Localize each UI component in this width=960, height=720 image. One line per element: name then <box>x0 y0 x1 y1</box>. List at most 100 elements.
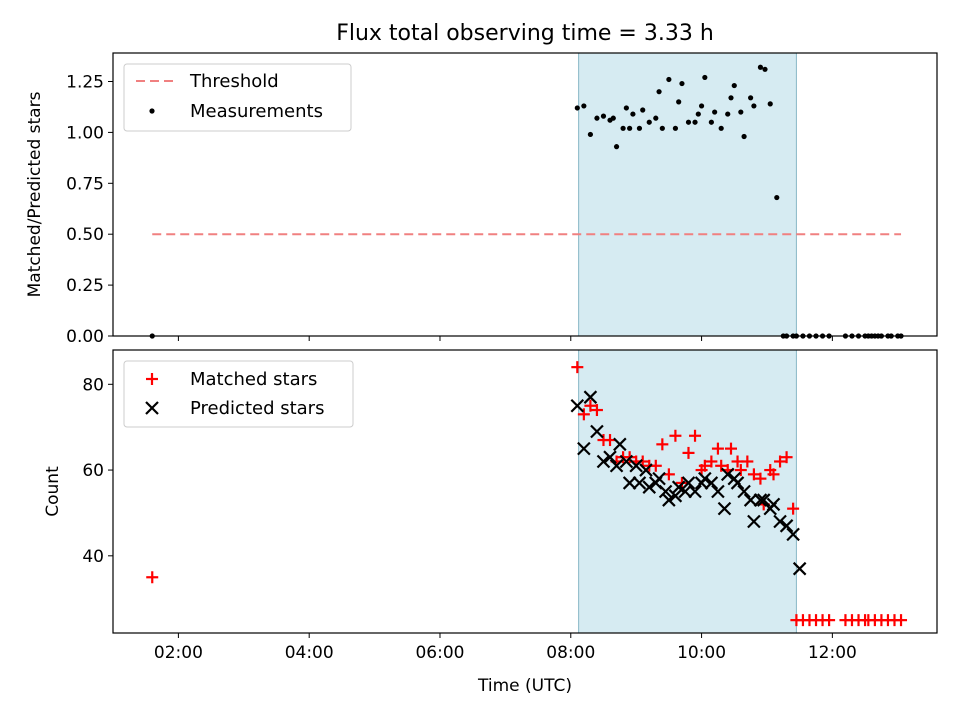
predicted-star-point <box>629 458 643 473</box>
predicted-star-point <box>698 471 712 486</box>
measurement-point <box>653 115 659 121</box>
measurement-point <box>594 115 600 121</box>
matched-star-point <box>780 451 793 464</box>
legend-threshold-label: Threshold <box>189 71 279 92</box>
predicted-star-point <box>711 484 725 499</box>
matched-star-point <box>774 455 787 468</box>
bottom-marks <box>146 361 908 627</box>
matched-star-point <box>715 459 728 472</box>
measurement-point <box>574 105 580 111</box>
predicted-star-point <box>717 501 732 516</box>
bottom-legend: Matched stars Predicted stars <box>123 360 354 428</box>
measurement-point <box>672 125 679 131</box>
predicted-star-point <box>681 476 696 490</box>
measurement-point <box>636 125 643 131</box>
top-y-axis-label: Matched/Predicted stars <box>25 91 45 297</box>
measurement-point <box>623 105 629 111</box>
predicted-star-point <box>747 514 761 529</box>
predicted-star-point <box>786 527 800 542</box>
matched-star-point <box>669 429 682 442</box>
top-legend-box <box>123 63 352 132</box>
bottom-shaded-span <box>578 349 797 634</box>
measurement-point <box>659 125 665 131</box>
x-tick-label: 02:00 <box>154 643 203 663</box>
bottom-y-ticks: 40 60 80 <box>82 375 113 567</box>
predicted-star-point <box>766 497 781 512</box>
predicted-star-point <box>583 390 598 404</box>
predicted-star-point <box>632 476 647 490</box>
predicted-star-point <box>570 398 585 413</box>
predicted-star-point <box>639 463 653 477</box>
matched-star-point <box>577 408 590 421</box>
predicted-star-point <box>652 471 666 486</box>
matched-star-point <box>711 442 724 455</box>
measurement-point <box>646 119 652 125</box>
top-y-tick-label: 0.00 <box>66 327 104 347</box>
matched-star-point <box>725 442 737 455</box>
legend-measurements-label: Measurements <box>190 101 323 122</box>
predicted-star-point <box>730 476 745 490</box>
predicted-star-point <box>603 450 617 464</box>
predicted-star-point <box>662 493 676 507</box>
measurement-point <box>741 133 747 140</box>
measurement-point <box>695 111 701 117</box>
matched-star-point <box>146 571 159 584</box>
measurement-point <box>587 131 593 138</box>
matched-star-point <box>584 399 597 412</box>
top-y-ticks: 0.00 0.25 0.50 0.75 1.00 1.25 <box>66 73 113 347</box>
matched-star-point <box>787 502 800 515</box>
predicted-star-point <box>622 476 637 490</box>
measurement-point <box>708 119 714 125</box>
predicted-star-point <box>671 480 686 494</box>
predicted-star-point <box>596 454 611 469</box>
measurement-point <box>728 95 734 101</box>
bottom-y-tick-label: 60 <box>82 461 104 481</box>
measurement-point <box>718 125 724 131</box>
measurement-point <box>698 103 705 109</box>
predicted-star-point <box>678 484 693 499</box>
measurement-point <box>685 119 692 125</box>
top-legend: Threshold Measurements <box>123 63 352 132</box>
legend-predicted-swatch <box>145 401 159 415</box>
predicted-star-point <box>756 493 771 507</box>
top-y-tick-label: 0.50 <box>66 225 104 245</box>
matched-star-point <box>767 468 780 481</box>
bottom-panel: 40 60 80 02:00 04:00 06:00 08:00 10:00 12:00 Co… <box>43 349 938 696</box>
predicted-star-point <box>688 484 702 499</box>
measurement-point <box>581 103 587 109</box>
measurement-point <box>731 82 737 89</box>
predicted-star-point <box>658 484 673 499</box>
measurement-point <box>600 113 607 119</box>
matched-star-point <box>705 455 718 468</box>
predicted-star-point <box>613 437 627 452</box>
top-shaded-span <box>578 52 797 337</box>
bottom-y-axis-label: Count <box>43 466 63 517</box>
bottom-axes-frame <box>112 349 938 634</box>
bottom-y-tick-label: 40 <box>82 547 104 567</box>
legend-matched-label: Matched stars <box>190 369 317 390</box>
top-y-tick-label: 0.25 <box>66 276 104 296</box>
measurement-point <box>751 103 757 109</box>
measurement-point <box>712 109 718 115</box>
x-tick-label: 10:00 <box>677 643 726 663</box>
predicted-star-point <box>743 493 758 507</box>
predicted-star-point <box>590 424 604 439</box>
top-panel: 0.00 0.25 0.50 0.75 1.00 1.25 Matched/Predict… <box>25 52 938 347</box>
bottom-legend-box <box>123 360 354 428</box>
top-axes-frame <box>112 52 938 337</box>
matched-star-point <box>754 472 767 485</box>
top-marks <box>149 64 904 339</box>
matched-star-point <box>689 429 702 442</box>
predicted-star-point <box>704 476 719 490</box>
predicted-star-point <box>668 489 683 503</box>
matched-star-point <box>741 455 754 468</box>
measurement-point <box>656 89 662 95</box>
legend-matched-swatch <box>146 373 158 385</box>
measurement-point <box>610 115 616 121</box>
measurement-point <box>738 109 744 115</box>
measurement-point <box>666 76 672 83</box>
top-y-tick-label: 0.75 <box>66 174 104 194</box>
measurement-point <box>702 74 708 81</box>
top-y-tick-label: 1.00 <box>66 123 104 143</box>
measurement-point <box>725 111 731 117</box>
